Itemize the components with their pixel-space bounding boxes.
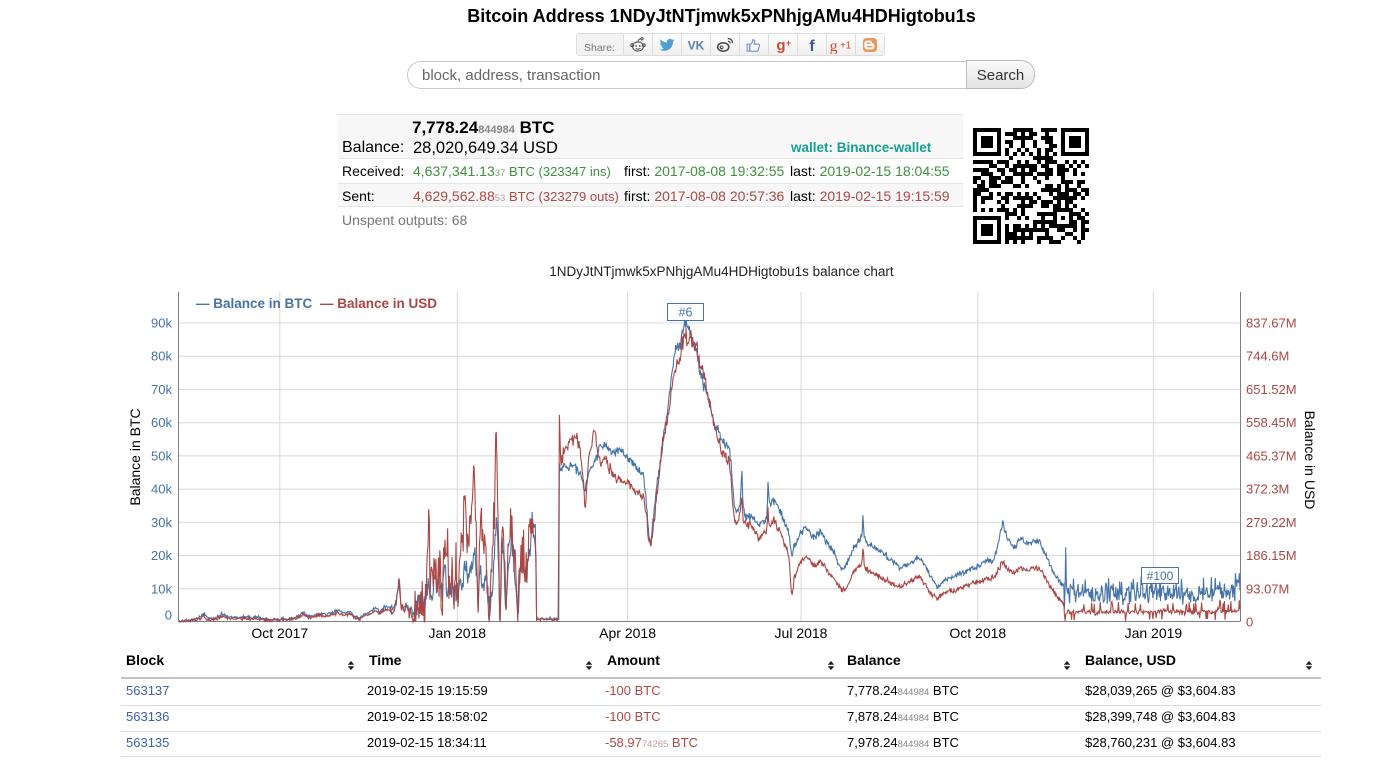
svg-text:50k: 50k (151, 448, 172, 463)
svg-text:— Balance in USD: — Balance in USD (320, 296, 437, 311)
svg-text:0: 0 (165, 608, 172, 623)
svg-text:80k: 80k (151, 349, 172, 364)
svg-text:Jul 2018: Jul 2018 (775, 625, 828, 641)
svg-text:+1: +1 (840, 40, 851, 51)
svg-text:Oct 2018: Oct 2018 (949, 625, 1006, 641)
svg-text:0: 0 (1246, 615, 1253, 630)
svg-text:#6: #6 (679, 306, 693, 320)
svg-text:93.07M: 93.07M (1246, 581, 1289, 596)
svg-text:f: f (809, 38, 815, 54)
svg-text:— Balance in BTC: — Balance in BTC (196, 296, 313, 311)
svg-text:372.3M: 372.3M (1246, 482, 1289, 497)
svg-text:Balance in BTC: Balance in BTC (127, 408, 143, 505)
svg-text:Jan 2018: Jan 2018 (428, 625, 486, 641)
svg-text:90k: 90k (151, 316, 172, 331)
svg-text:+: + (786, 38, 791, 48)
svg-text:837.67M: 837.67M (1246, 316, 1297, 331)
svg-text:g: g (776, 37, 785, 54)
svg-text:465.37M: 465.37M (1246, 448, 1297, 463)
svg-text:60k: 60k (151, 415, 172, 430)
svg-text:651.52M: 651.52M (1246, 382, 1297, 397)
svg-text:279.22M: 279.22M (1246, 515, 1297, 530)
svg-text:30k: 30k (151, 515, 172, 530)
svg-text:558.45M: 558.45M (1246, 415, 1297, 430)
svg-text:40k: 40k (151, 482, 172, 497)
svg-text:10k: 10k (151, 581, 172, 596)
svg-text:Oct 2017: Oct 2017 (251, 625, 308, 641)
svg-text:g: g (830, 38, 838, 54)
svg-text:Apr 2018: Apr 2018 (599, 625, 656, 641)
svg-text:Balance in USD: Balance in USD (1302, 411, 1318, 510)
svg-text:20k: 20k (151, 548, 172, 563)
svg-text:#100: #100 (1147, 569, 1174, 583)
svg-text:Jan 2019: Jan 2019 (1125, 625, 1183, 641)
svg-text:VK: VK (688, 38, 705, 52)
svg-text:744.6M: 744.6M (1246, 349, 1289, 364)
svg-text:186.15M: 186.15M (1246, 548, 1297, 563)
svg-text:70k: 70k (151, 382, 172, 397)
